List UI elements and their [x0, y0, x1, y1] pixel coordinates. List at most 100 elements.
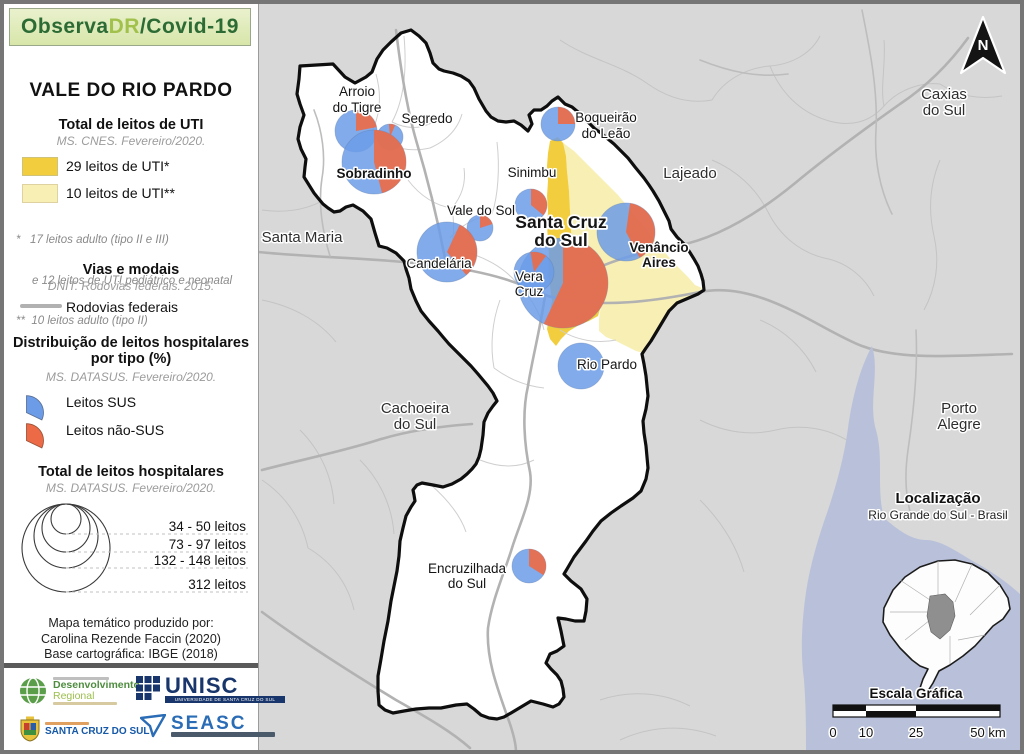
app-title: ObservaDR/Covid-19 — [21, 15, 239, 38]
unisc-text: UNISC UNIVERSIDADE DE SANTA CRUZ DO SUL — [165, 673, 285, 703]
pie-slice-nonsus-vera-cruz — [530, 251, 546, 272]
pie-slice-nonsus-sobradinho — [374, 129, 407, 193]
totals-source: MS. DATASUS. Fevereiro/2020. — [45, 481, 217, 495]
uti29-label: 29 leitos de UTI* — [66, 158, 170, 174]
uti-legend-item-29: 29 leitos de UTI* — [4, 157, 258, 177]
north-arrow-icon — [959, 15, 1007, 75]
pie-slice-nonsus-venancio-aires — [626, 203, 655, 258]
label-arroio-do-tigre: Arroio — [339, 84, 375, 99]
uti-legend-title: Total de leitos de UTI — [58, 117, 204, 133]
pie-slice-nonsus-segredo — [388, 123, 396, 137]
inset-state-inner-lines — [890, 561, 1001, 664]
label-encruzilhada-do-sul: do Sul — [448, 576, 486, 591]
scalebar-tick-25: 25 — [909, 725, 923, 740]
label-boqueirao-do-leao: Boqueirão — [575, 110, 637, 125]
footnote-line: * 17 leitos adulto (tipo II e III) — [16, 234, 169, 246]
main-map: Localização Rio Grande do Sul - Brasil A… — [258, 4, 1020, 750]
prefeitura-text: SANTA CRUZ DO SUL — [45, 721, 150, 737]
ppgdr-text: Desenvolvimento Regional — [53, 677, 140, 705]
uti-footnotes: * 17 leitos adulto (tipo II e III) e 12 … — [16, 207, 254, 356]
scalebar-title: Escala Gráfica — [869, 686, 963, 701]
pie-slice-nonsus-encruzilhada-do-sul — [529, 548, 547, 576]
footnote-line: e 12 leitos de UTI pediátrico e neonatal — [16, 274, 233, 287]
ppgdr-line2: Regional — [53, 690, 95, 702]
credits-line2: Carolina Rezende Faccin (2020) — [41, 631, 221, 646]
vias-title: Vias e modais — [82, 262, 180, 278]
road-label: Rodovias federais — [66, 299, 179, 315]
road-legend-item: Rodovias federais — [4, 298, 258, 318]
label-venancio-aires: Venâncio — [629, 240, 688, 255]
pie-slice-nonsus-arroio-do-tigre — [356, 110, 377, 131]
label-caxias-do-sul: do Sul — [923, 102, 966, 119]
uti10-swatch — [22, 184, 58, 203]
size-legend-leaders — [66, 533, 248, 593]
page-title: VALE DO RIO PARDO — [29, 80, 233, 101]
label-arroio-do-tigre: do Tigre — [333, 100, 382, 115]
scalebar-tick-50km: 50 km — [970, 725, 1005, 740]
pie-charts-layer — [334, 106, 656, 584]
pie-rio-pardo — [557, 342, 605, 390]
label-segredo: Segredo — [401, 111, 452, 126]
logos-strip: Desenvolvimento Regional UNISC UNIVERSID… — [8, 672, 285, 750]
pie-slice-nonsus-santa-cruz-do-sul — [543, 238, 608, 328]
label-venancio-aires: Aires — [642, 255, 676, 270]
label-porto-alegre: Porto — [941, 400, 977, 417]
sidebar-divider — [4, 663, 258, 668]
label-santa-maria: Santa Maria — [262, 229, 344, 246]
scalebar-tick-0: 0 — [829, 725, 836, 740]
size-class-1: 34 - 50 leitos — [169, 519, 247, 534]
sus-pie-wedge-icon — [26, 395, 44, 421]
dist-source: MS. DATASUS. Fevereiro/2020. — [45, 370, 217, 384]
dist-title: Distribuição de leitos hospitalares por … — [4, 335, 258, 367]
inset-subtitle: Rio Grande do Sul - Brasil — [868, 508, 1007, 522]
logo-prefeitura: SANTA CRUZ DO SUL — [20, 716, 149, 742]
nonsus-label: Leitos não-SUS — [66, 422, 165, 438]
unisc-grid-icon — [136, 676, 160, 700]
scalebar-tick-10: 10 — [859, 725, 873, 740]
label-lajeado: Lajeado — [663, 165, 716, 182]
label-sobradinho: Sobradinho — [337, 166, 412, 181]
pie-slice-nonsus-vale-do-sol — [480, 214, 493, 228]
label-rio-pardo: Rio Pardo — [577, 357, 637, 372]
label-santa-cruz-do-sul: Santa Cruz — [515, 212, 607, 232]
inset-localizacao: Localização Rio Grande do Sul - Brasil — [867, 489, 1011, 695]
ppgdr-line1: Desenvolvimento — [53, 679, 140, 691]
sus-label: Leitos SUS — [66, 394, 137, 410]
pie-slice-nonsus-candelaria — [447, 224, 477, 275]
label-vera-cruz: Vera — [515, 269, 543, 284]
seasc-arrow-icon — [140, 714, 166, 738]
seasc-wordmark: SEASC — [171, 713, 247, 734]
road-line-icon — [20, 304, 62, 308]
label-cachoeira-do-sul: Cachoeira — [381, 400, 450, 417]
pie-slice-nonsus-sinimbu — [531, 189, 547, 216]
label-cachoeira-do-sul: do Sul — [394, 416, 437, 433]
ppgdr-globe-icon — [20, 677, 46, 705]
logo-seasc: SEASC — [140, 714, 275, 738]
footnote-line: ** 10 leitos adulto (tipo II) — [16, 315, 148, 327]
unisc-wordmark: UNISC — [165, 673, 239, 698]
ppgdr-small-text-bar2 — [53, 702, 117, 705]
logo-unisc: UNISC UNIVERSIDADE DE SANTA CRUZ DO SUL — [136, 673, 285, 703]
uti10-label: 10 leitos de UTI** — [66, 185, 175, 201]
north-arrow: N — [959, 15, 1007, 75]
logo-ppgdr: Desenvolvimento Regional — [18, 676, 140, 706]
app-header: ObservaDR/Covid-19 — [9, 8, 251, 46]
unisc-subtitle: UNIVERSIDADE DE SANTA CRUZ DO SUL — [165, 696, 285, 703]
label-encruzilhada-do-sul: Encruzilhada — [428, 561, 507, 576]
inner-municipal-borders — [370, 35, 617, 533]
uti29-swatch — [22, 157, 58, 176]
legend-sidebar: ObservaDR/Covid-19 VALE DO RIO PARDO Tot… — [4, 4, 285, 750]
dist-title-line1: Distribuição de leitos hospitalares — [12, 335, 250, 351]
dist-title-line2: por tipo (%) — [90, 351, 172, 367]
seasc-subtitle-bar — [171, 732, 275, 737]
size-legend: 34 - 50 leitos 73 - 97 leitos 132 - 148 … — [21, 503, 248, 593]
uti-legend-source: MS. CNES. Fevereiro/2020. — [56, 134, 206, 148]
nonsus-legend-item: Leitos não-SUS — [4, 418, 258, 449]
uti-legend-item-10: 10 leitos de UTI** — [4, 184, 258, 204]
label-boqueirao-do-leao: do Leão — [582, 126, 631, 141]
north-label: N — [978, 37, 989, 54]
pie-slice-nonsus-boqueirao-do-leao — [558, 107, 575, 124]
prefeitura-wordmark: SANTA CRUZ DO SUL — [45, 725, 150, 737]
